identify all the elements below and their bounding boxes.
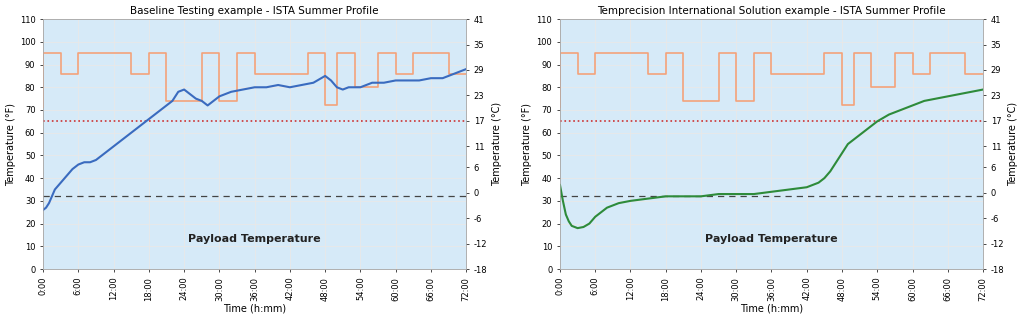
Title: Baseline Testing example - ISTA Summer Profile: Baseline Testing example - ISTA Summer P… bbox=[130, 5, 379, 16]
Text: Payload Temperature: Payload Temperature bbox=[706, 234, 838, 244]
Y-axis label: Temperature (°F): Temperature (°F) bbox=[522, 103, 532, 186]
Title: Temprecision International Solution example - ISTA Summer Profile: Temprecision International Solution exam… bbox=[597, 5, 946, 16]
Text: Payload Temperature: Payload Temperature bbox=[188, 234, 321, 244]
Y-axis label: Temperature (°F): Temperature (°F) bbox=[5, 103, 15, 186]
Y-axis label: Temperature (°C): Temperature (°C) bbox=[492, 102, 502, 186]
Y-axis label: Temperature (°C): Temperature (°C) bbox=[1009, 102, 1019, 186]
X-axis label: Time (h:mm): Time (h:mm) bbox=[740, 303, 803, 314]
X-axis label: Time (h:mm): Time (h:mm) bbox=[223, 303, 286, 314]
